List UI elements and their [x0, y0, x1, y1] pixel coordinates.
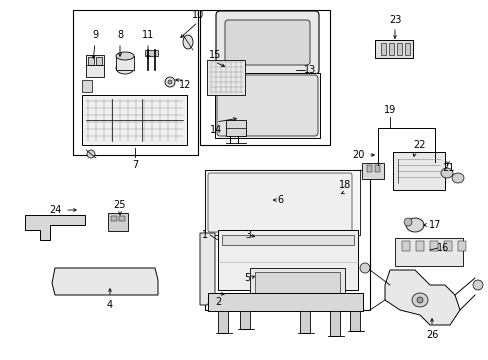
Bar [443, 241, 451, 251]
Ellipse shape [440, 168, 452, 178]
Ellipse shape [411, 293, 427, 307]
Text: 19: 19 [383, 105, 395, 115]
Bar [374, 40, 412, 58]
Text: 7: 7 [132, 160, 138, 170]
Polygon shape [384, 270, 459, 325]
Bar [380, 43, 385, 55]
FancyBboxPatch shape [207, 293, 362, 311]
Ellipse shape [472, 280, 482, 290]
Bar [457, 241, 465, 251]
Text: 10: 10 [191, 10, 203, 20]
Ellipse shape [451, 173, 463, 183]
Bar [329, 202, 339, 210]
FancyBboxPatch shape [217, 75, 317, 136]
Bar [374, 165, 379, 172]
Bar [119, 216, 125, 221]
Ellipse shape [416, 297, 422, 303]
Text: 13: 13 [303, 65, 315, 75]
Bar [145, 50, 158, 56]
Bar [240, 311, 249, 329]
Text: 25: 25 [114, 200, 126, 210]
Bar [108, 213, 128, 231]
FancyBboxPatch shape [222, 235, 353, 245]
Ellipse shape [116, 52, 134, 60]
Text: 14: 14 [209, 125, 222, 135]
Bar [82, 80, 92, 92]
Bar [299, 311, 309, 333]
FancyBboxPatch shape [394, 238, 462, 266]
Text: 24: 24 [49, 205, 61, 215]
Bar [392, 152, 444, 190]
Bar [366, 165, 371, 172]
Bar [332, 183, 342, 192]
Ellipse shape [359, 263, 369, 273]
Bar [225, 120, 245, 136]
Bar [415, 241, 423, 251]
Ellipse shape [403, 218, 411, 226]
FancyBboxPatch shape [224, 20, 309, 65]
Polygon shape [25, 215, 85, 240]
Ellipse shape [168, 80, 172, 84]
FancyBboxPatch shape [249, 268, 345, 303]
Ellipse shape [116, 62, 134, 74]
Bar [388, 43, 393, 55]
Text: 9: 9 [92, 30, 98, 40]
Text: 21: 21 [441, 163, 453, 173]
FancyBboxPatch shape [257, 193, 311, 233]
FancyBboxPatch shape [216, 11, 318, 74]
Ellipse shape [87, 150, 95, 158]
FancyBboxPatch shape [215, 73, 319, 138]
Bar [404, 43, 409, 55]
FancyBboxPatch shape [82, 95, 186, 145]
Text: 18: 18 [338, 180, 350, 190]
Bar [96, 57, 102, 65]
Ellipse shape [183, 35, 193, 49]
Bar [334, 218, 345, 225]
Text: 6: 6 [276, 195, 283, 205]
Bar [349, 311, 359, 331]
Bar [73, 10, 198, 155]
Bar [206, 60, 244, 95]
Bar [429, 241, 437, 251]
Bar [111, 216, 117, 221]
Bar [88, 57, 94, 65]
Text: 15: 15 [208, 50, 221, 60]
FancyBboxPatch shape [204, 170, 359, 235]
Text: 5: 5 [244, 273, 250, 283]
Text: 22: 22 [413, 140, 426, 150]
Bar [116, 56, 134, 70]
Text: 20: 20 [351, 150, 364, 160]
Bar [200, 10, 329, 145]
FancyBboxPatch shape [254, 272, 339, 298]
Bar [401, 241, 409, 251]
FancyBboxPatch shape [207, 173, 351, 232]
Text: 2: 2 [214, 297, 221, 307]
Polygon shape [200, 233, 215, 305]
Bar [396, 43, 401, 55]
Bar [204, 170, 369, 310]
Text: 3: 3 [244, 230, 250, 240]
FancyBboxPatch shape [262, 198, 306, 228]
Text: 8: 8 [117, 30, 123, 40]
Bar [218, 311, 227, 333]
Ellipse shape [164, 77, 175, 87]
Text: 23: 23 [388, 15, 400, 25]
FancyBboxPatch shape [218, 230, 357, 290]
Bar [86, 55, 104, 77]
Polygon shape [52, 268, 158, 295]
Text: 11: 11 [142, 30, 154, 40]
Bar [361, 163, 383, 179]
Text: 12: 12 [179, 80, 191, 90]
Text: 1: 1 [202, 230, 207, 240]
Text: 26: 26 [425, 330, 437, 340]
Ellipse shape [405, 218, 423, 232]
Text: 16: 16 [436, 243, 448, 253]
Bar [329, 311, 339, 336]
Text: 17: 17 [428, 220, 440, 230]
Text: 4: 4 [107, 300, 113, 310]
